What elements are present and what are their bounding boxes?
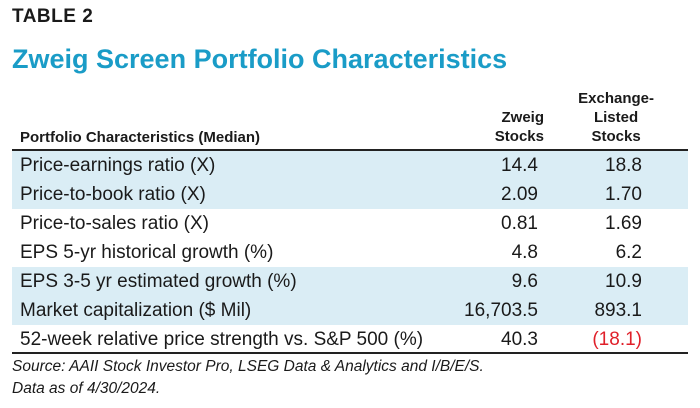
row-name: EPS 5-yr historical growth (%) [20, 242, 274, 263]
header-zweig-stocks: Zweig Stocks [495, 108, 544, 146]
header-col1-line: Zweig [501, 109, 544, 126]
row-zweig-value: 14.4 [501, 155, 538, 176]
header-label: Portfolio Characteristics (Median) [20, 129, 261, 146]
row-exchange-value: 893.1 [594, 300, 642, 321]
table-row: Price-to-sales ratio (X) 0.81 1.69 [12, 209, 688, 238]
table-row: Price-to-book ratio (X) 2.09 1.70 [12, 180, 688, 209]
table-row: 52-week relative price strength vs. S&P … [12, 325, 688, 354]
row-exchange-value: 1.70 [605, 184, 642, 205]
row-name: 52-week relative price strength vs. S&P … [20, 329, 424, 350]
table-row: Price-earnings ratio (X) 14.4 18.8 [12, 151, 688, 180]
header-col2-line: Exchange- [578, 90, 654, 107]
row-exchange-value: 6.2 [615, 242, 642, 263]
row-exchange-value-negative: (18.1) [592, 329, 642, 350]
header-col2-line: Listed [593, 109, 639, 126]
table-body: Price-earnings ratio (X) 14.4 18.8 Price… [12, 151, 688, 354]
row-name: Market capitalization ($ Mil) [20, 300, 252, 321]
row-zweig-value: 9.6 [511, 271, 538, 292]
table-title: Zweig Screen Portfolio Characteristics [12, 44, 508, 74]
row-name: EPS 3-5 yr estimated growth (%) [20, 271, 297, 292]
date-line: Data as of 4/30/2024. [12, 380, 161, 397]
row-zweig-value: 0.81 [501, 213, 538, 234]
row-exchange-value: 18.8 [605, 155, 642, 176]
row-zweig-value: 16,703.5 [464, 300, 538, 321]
row-name: Price-to-sales ratio (X) [20, 213, 209, 234]
footer-rule [12, 352, 688, 354]
row-name: Price-earnings ratio (X) [20, 155, 216, 176]
header-rule [12, 149, 688, 151]
row-exchange-value: 1.69 [605, 213, 642, 234]
table-row: EPS 5-yr historical growth (%) 4.8 6.2 [12, 238, 688, 267]
table-label: TABLE 2 [12, 6, 94, 27]
row-zweig-value: 4.8 [511, 242, 538, 263]
source-note: Source: AAII Stock Investor Pro, LSEG Da… [12, 356, 484, 400]
header-col1-line: Stocks [494, 128, 544, 145]
row-exchange-value: 10.9 [605, 271, 642, 292]
table-row: Market capitalization ($ Mil) 16,703.5 8… [12, 296, 688, 325]
table-row: EPS 3-5 yr estimated growth (%) 9.6 10.9 [12, 267, 688, 296]
row-zweig-value: 40.3 [501, 329, 538, 350]
row-zweig-value: 2.09 [501, 184, 538, 205]
row-name: Price-to-book ratio (X) [20, 184, 206, 205]
header-exchange-listed-stocks: Exchange- Listed Stocks [578, 89, 654, 146]
header-col2-line: Stocks [591, 128, 641, 145]
source-line: Source: AAII Stock Investor Pro, LSEG Da… [12, 358, 484, 375]
